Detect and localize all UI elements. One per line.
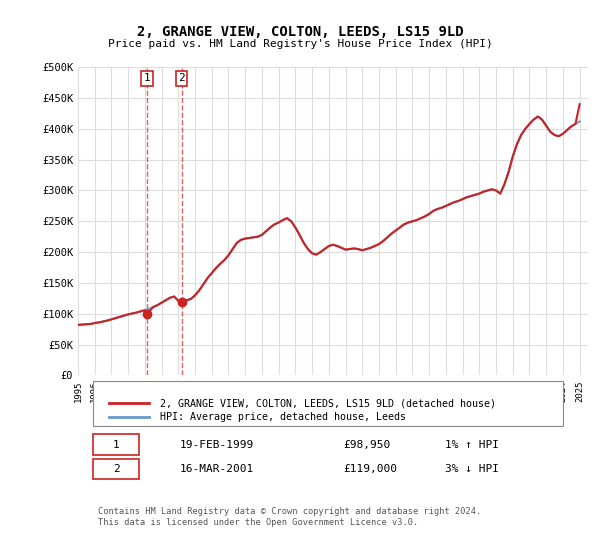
FancyBboxPatch shape (94, 435, 139, 455)
Text: 2: 2 (113, 464, 119, 474)
Text: Price paid vs. HM Land Registry's House Price Index (HPI): Price paid vs. HM Land Registry's House … (107, 39, 493, 49)
Text: Contains HM Land Registry data © Crown copyright and database right 2024.
This d: Contains HM Land Registry data © Crown c… (98, 507, 482, 526)
Text: 2, GRANGE VIEW, COLTON, LEEDS, LS15 9LD: 2, GRANGE VIEW, COLTON, LEEDS, LS15 9LD (137, 25, 463, 39)
Text: 3% ↓ HPI: 3% ↓ HPI (445, 464, 499, 474)
Text: £98,950: £98,950 (343, 440, 391, 450)
Text: 19-FEB-1999: 19-FEB-1999 (180, 440, 254, 450)
Text: 2, GRANGE VIEW, COLTON, LEEDS, LS15 9LD (detached house): 2, GRANGE VIEW, COLTON, LEEDS, LS15 9LD … (160, 398, 496, 408)
Text: 1: 1 (113, 440, 119, 450)
Text: HPI: Average price, detached house, Leeds: HPI: Average price, detached house, Leed… (160, 412, 406, 422)
Text: 2: 2 (178, 73, 185, 83)
Text: £119,000: £119,000 (343, 464, 397, 474)
Text: 16-MAR-2001: 16-MAR-2001 (180, 464, 254, 474)
FancyBboxPatch shape (94, 381, 563, 426)
FancyBboxPatch shape (94, 459, 139, 479)
Text: 1% ↑ HPI: 1% ↑ HPI (445, 440, 499, 450)
Text: 1: 1 (143, 73, 151, 83)
